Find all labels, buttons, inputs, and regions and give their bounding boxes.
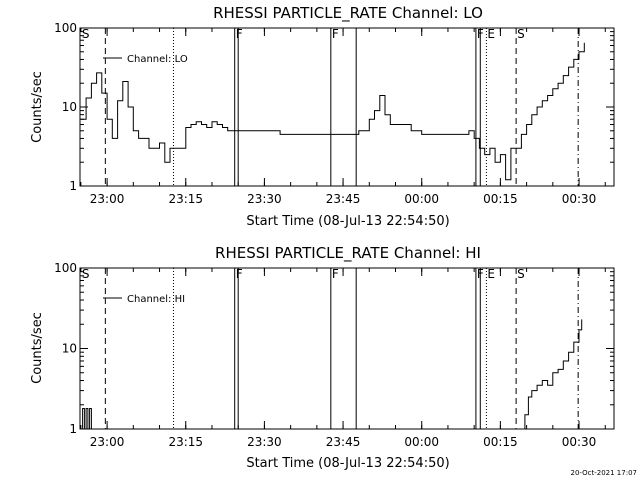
event-marker-label: F [236, 267, 243, 281]
event-markers: SFFFES [82, 27, 579, 186]
x-tick-label: 00:15 [483, 435, 518, 449]
y-tick-label: 10 [62, 342, 77, 356]
y-tick-label: 1 [69, 422, 77, 436]
x-tick-label: 00:15 [483, 192, 518, 206]
x-tick-label: 00:00 [404, 192, 439, 206]
x-tick-label: 23:15 [168, 192, 203, 206]
x-tick-label: 23:00 [90, 435, 125, 449]
event-marker-label: S [82, 267, 90, 281]
timestamp-label: 20-Oct-2021 17:07 [571, 469, 637, 477]
y-axis-label: Counts/sec [30, 71, 45, 143]
chart-title: RHESSI PARTICLE_RATE Channel: HI [215, 244, 481, 263]
chart-panel-hi: RHESSI PARTICLE_RATE Channel: HI SFFFES … [30, 244, 615, 471]
y-axis: 1 10 100 [54, 261, 614, 436]
y-tick-label: 100 [54, 21, 77, 35]
y-tick-label: 1 [69, 179, 77, 193]
event-marker-label: E [487, 267, 495, 281]
legend: Channel: HI [103, 294, 185, 305]
event-marker-label: F [332, 267, 339, 281]
event-markers: SFFFES [82, 267, 579, 429]
x-tick-label: 00:00 [404, 435, 439, 449]
x-tick-label: 23:30 [247, 192, 282, 206]
x-tick-label: 00:30 [562, 435, 597, 449]
x-axis-label: Start Time (08-Jul-13 22:54:50) [246, 214, 449, 229]
y-axis-label: Counts/sec [30, 312, 45, 384]
event-marker-label: S [82, 27, 90, 41]
legend-label: Channel: HI [127, 294, 185, 305]
event-marker-label: E [487, 27, 495, 41]
y-axis: 1 10 100 [54, 21, 614, 193]
event-marker-label: F [236, 27, 243, 41]
x-axis: 23:00 23:15 23:30 23:45 00:00 00:15 00:30 [80, 268, 606, 449]
event-marker-label: S [517, 267, 525, 281]
x-axis: 23:00 23:15 23:30 23:45 00:00 00:15 00:30 [80, 28, 606, 206]
event-marker-label: S [517, 27, 525, 41]
x-tick-label: 23:00 [90, 192, 125, 206]
x-tick-label: 23:15 [168, 435, 203, 449]
chart-title: RHESSI PARTICLE_RATE Channel: LO [213, 4, 483, 23]
series-line [80, 42, 585, 181]
x-tick-label: 23:45 [326, 435, 361, 449]
x-tick-label: 23:30 [247, 435, 282, 449]
x-axis-label: Start Time (08-Jul-13 22:54:50) [246, 456, 449, 471]
event-marker-label: F [332, 27, 339, 41]
legend: Channel: LO [103, 54, 188, 65]
series-line [80, 319, 583, 430]
y-tick-label: 100 [54, 261, 77, 275]
series-hi [80, 319, 583, 430]
series-lo [80, 42, 585, 181]
x-tick-label: 23:45 [326, 192, 361, 206]
chart-panel-lo: RHESSI PARTICLE_RATE Channel: LO SFFFES … [30, 4, 615, 229]
legend-label: Channel: LO [127, 54, 188, 65]
x-tick-label: 00:30 [562, 192, 597, 206]
y-tick-label: 10 [62, 100, 77, 114]
